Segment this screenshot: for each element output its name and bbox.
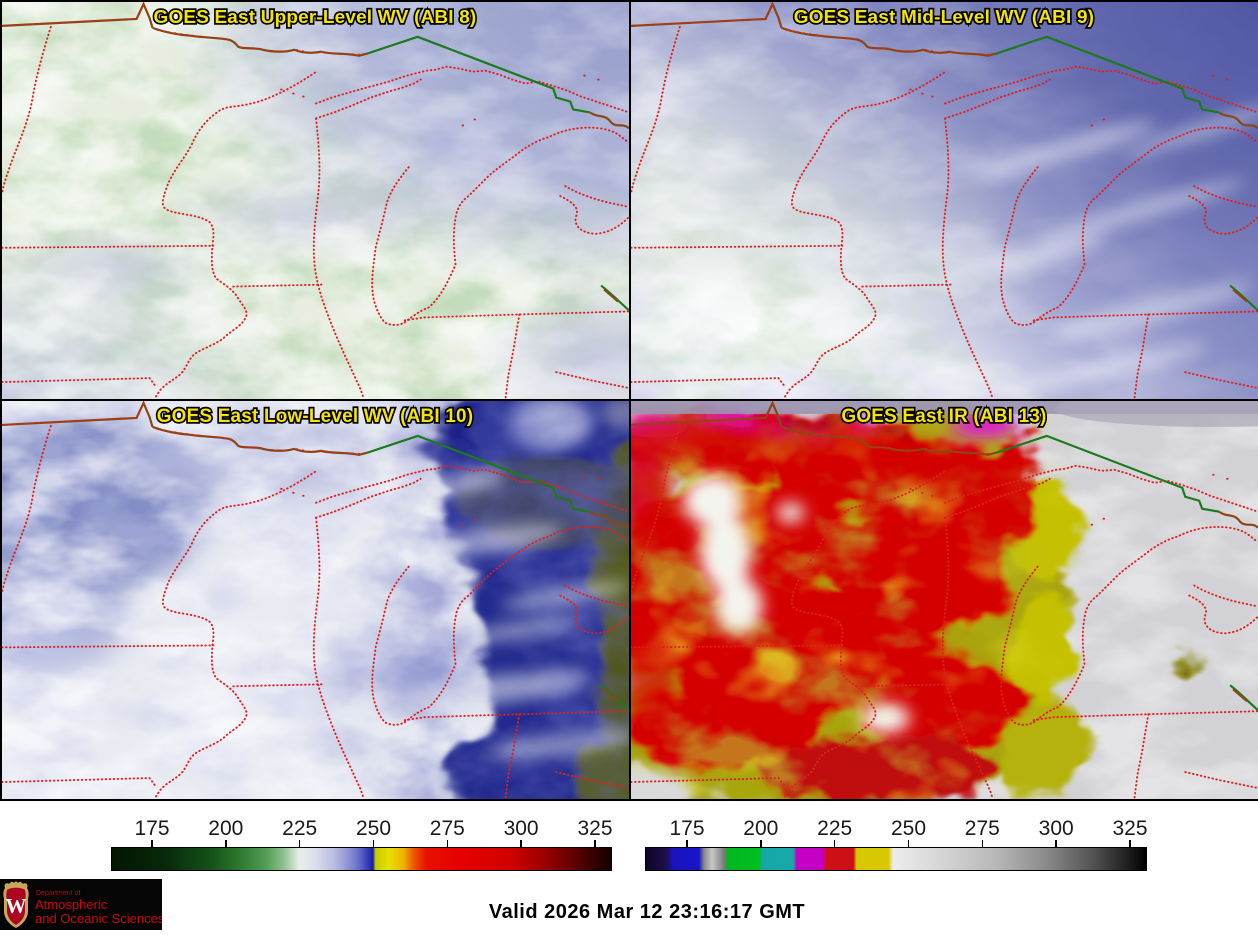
svg-text:W: W [6,894,27,918]
svg-text:and Oceanic Sciences: and Oceanic Sciences [35,911,162,926]
svg-text:GOES East Low-Level WV (ABI 10: GOES East Low-Level WV (ABI 10) [157,406,474,427]
svg-text:Department of: Department of [36,890,80,897]
svg-text:Atmospheric: Atmospheric [35,897,108,912]
svg-text:GOES East Mid-Level WV (ABI 9): GOES East Mid-Level WV (ABI 9) [794,7,1094,28]
svg-text:GOES East Upper-Level WV (ABI: GOES East Upper-Level WV (ABI 8) [154,7,477,28]
svg-text:GOES East IR (ABI 13): GOES East IR (ABI 13) [841,406,1046,427]
